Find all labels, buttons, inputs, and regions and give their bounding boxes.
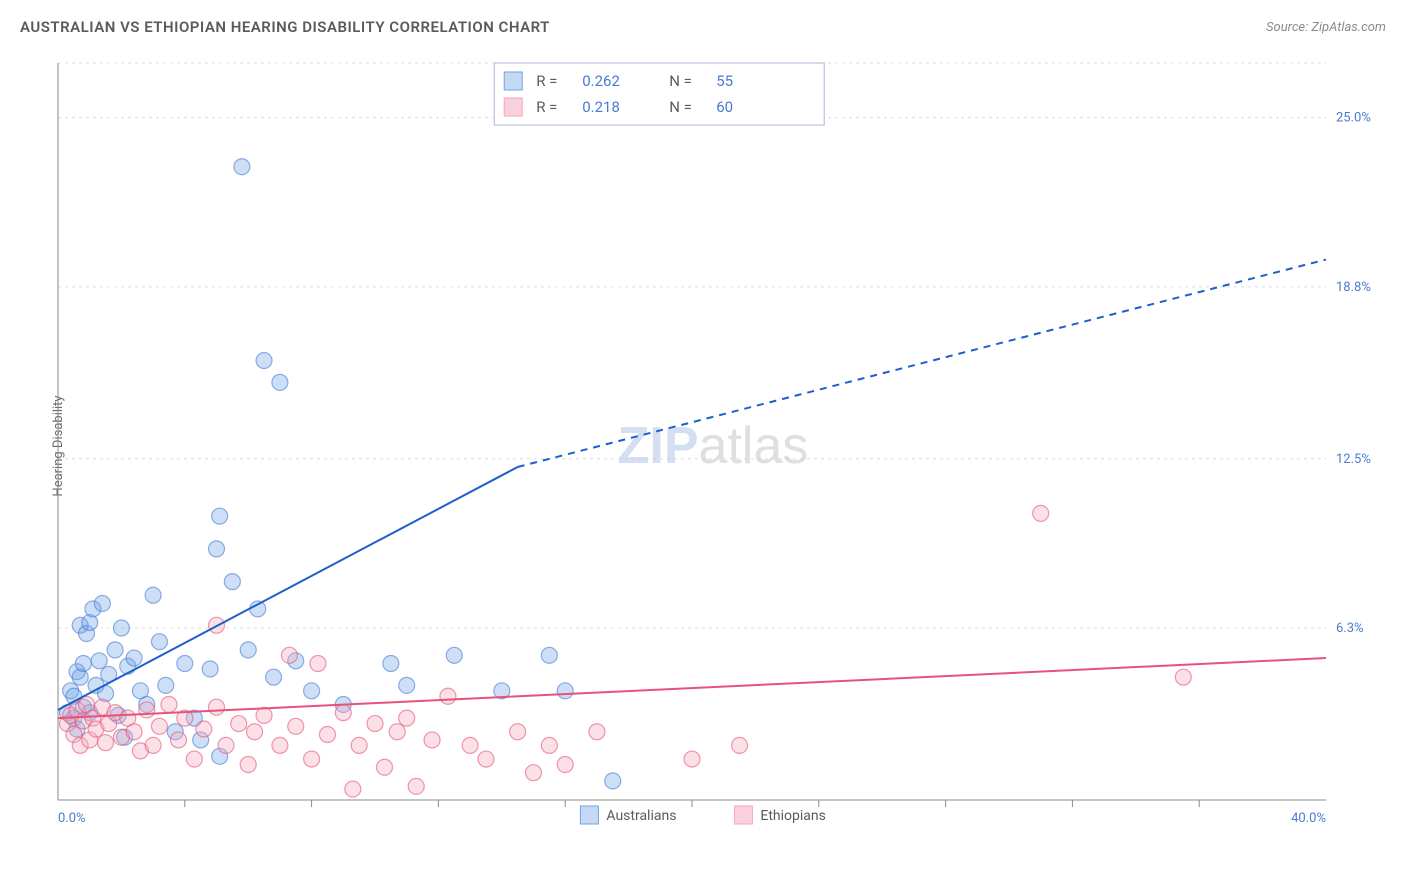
svg-text:6.3%: 6.3% [1336, 621, 1364, 636]
svg-text:25.0%: 25.0% [1336, 111, 1371, 126]
svg-text:12.5%: 12.5% [1336, 452, 1371, 467]
chart-title: AUSTRALIAN VS ETHIOPIAN HEARING DISABILI… [20, 18, 550, 36]
svg-text:40.0%: 40.0% [1291, 811, 1326, 826]
svg-text:N =: N = [669, 98, 692, 116]
svg-text:R =: R = [536, 72, 557, 90]
svg-text:0.218: 0.218 [582, 98, 620, 116]
svg-text:0.0%: 0.0% [58, 811, 86, 826]
svg-text:0.262: 0.262 [582, 72, 620, 90]
svg-text:ZIPatlas: ZIPatlas [618, 417, 809, 475]
chart-area: ZIPatlas 6.3% 12.5% 18.8% 25.0% 0.0% 40.0% R = 0… [50, 55, 1376, 840]
svg-text:18.8%: 18.8% [1336, 280, 1371, 295]
chart-header: AUSTRALIAN VS ETHIOPIAN HEARING DISABILI… [20, 18, 1386, 36]
svg-text:N =: N = [669, 72, 692, 90]
svg-text:Ethiopians: Ethiopians [760, 808, 825, 824]
scatter-chart: ZIPatlas 6.3% 12.5% 18.8% 25.0% 0.0% 40.0% R = 0… [50, 55, 1376, 840]
svg-text:R =: R = [536, 98, 557, 116]
svg-text:Australians: Australians [606, 808, 676, 824]
svg-text:60: 60 [716, 98, 733, 116]
svg-text:55: 55 [716, 72, 733, 90]
chart-source: Source: ZipAtlas.com [1266, 20, 1386, 35]
